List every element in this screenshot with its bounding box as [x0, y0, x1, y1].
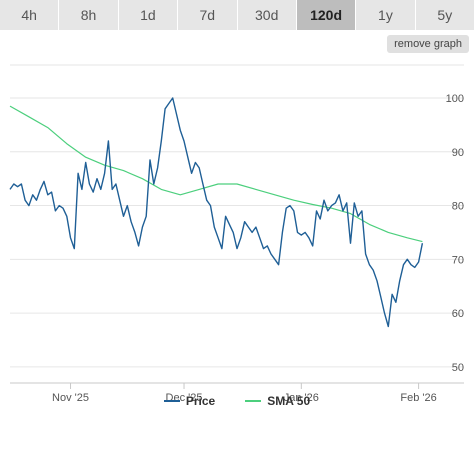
chart-legend: Price SMA 50 — [0, 394, 474, 408]
tab-4h[interactable]: 4h — [0, 0, 60, 30]
tab-8h[interactable]: 8h — [59, 0, 119, 30]
y-tick-label: 60 — [452, 308, 464, 320]
y-tick-label: 70 — [452, 254, 464, 266]
y-tick-label: 90 — [452, 147, 464, 159]
legend-label-sma: SMA 50 — [267, 394, 311, 408]
series-group — [9, 97, 424, 328]
y-tick-label: 80 — [452, 201, 464, 213]
y-axis-ticks: 50 60 70 80 90 100 — [446, 93, 464, 374]
y-tick-label: 100 — [446, 93, 464, 105]
x-tick-label: Feb '26 — [400, 392, 436, 404]
range-tabs: 4h 8h 1d 7d 30d 120d 1y 5y — [0, 0, 474, 30]
legend-label-price: Price — [185, 394, 216, 408]
legend-swatch-sma — [245, 400, 262, 402]
tab-120d[interactable]: 120d — [296, 0, 357, 30]
tab-5y[interactable]: 5y — [437, 7, 453, 23]
tab-7d[interactable]: 7d — [178, 0, 238, 30]
legend-item-sma[interactable]: SMA 50 — [245, 394, 310, 408]
tab-1y[interactable]: 1y — [356, 0, 416, 30]
y-tick-label: 50 — [452, 362, 464, 374]
tab-30d[interactable]: 30d — [238, 0, 297, 30]
x-tick-label: Jan '26 — [284, 392, 319, 404]
legend-swatch-price — [163, 400, 180, 402]
series-line-sma — [9, 105, 423, 243]
tab-1d[interactable]: 1d — [119, 0, 179, 30]
legend-item-price[interactable]: Price — [163, 394, 216, 408]
grid-lines — [10, 64, 464, 384]
x-tick-label: Nov '25 — [52, 392, 89, 404]
series-line-price — [9, 97, 424, 328]
remove-graph-button[interactable]: remove graph — [387, 35, 469, 53]
